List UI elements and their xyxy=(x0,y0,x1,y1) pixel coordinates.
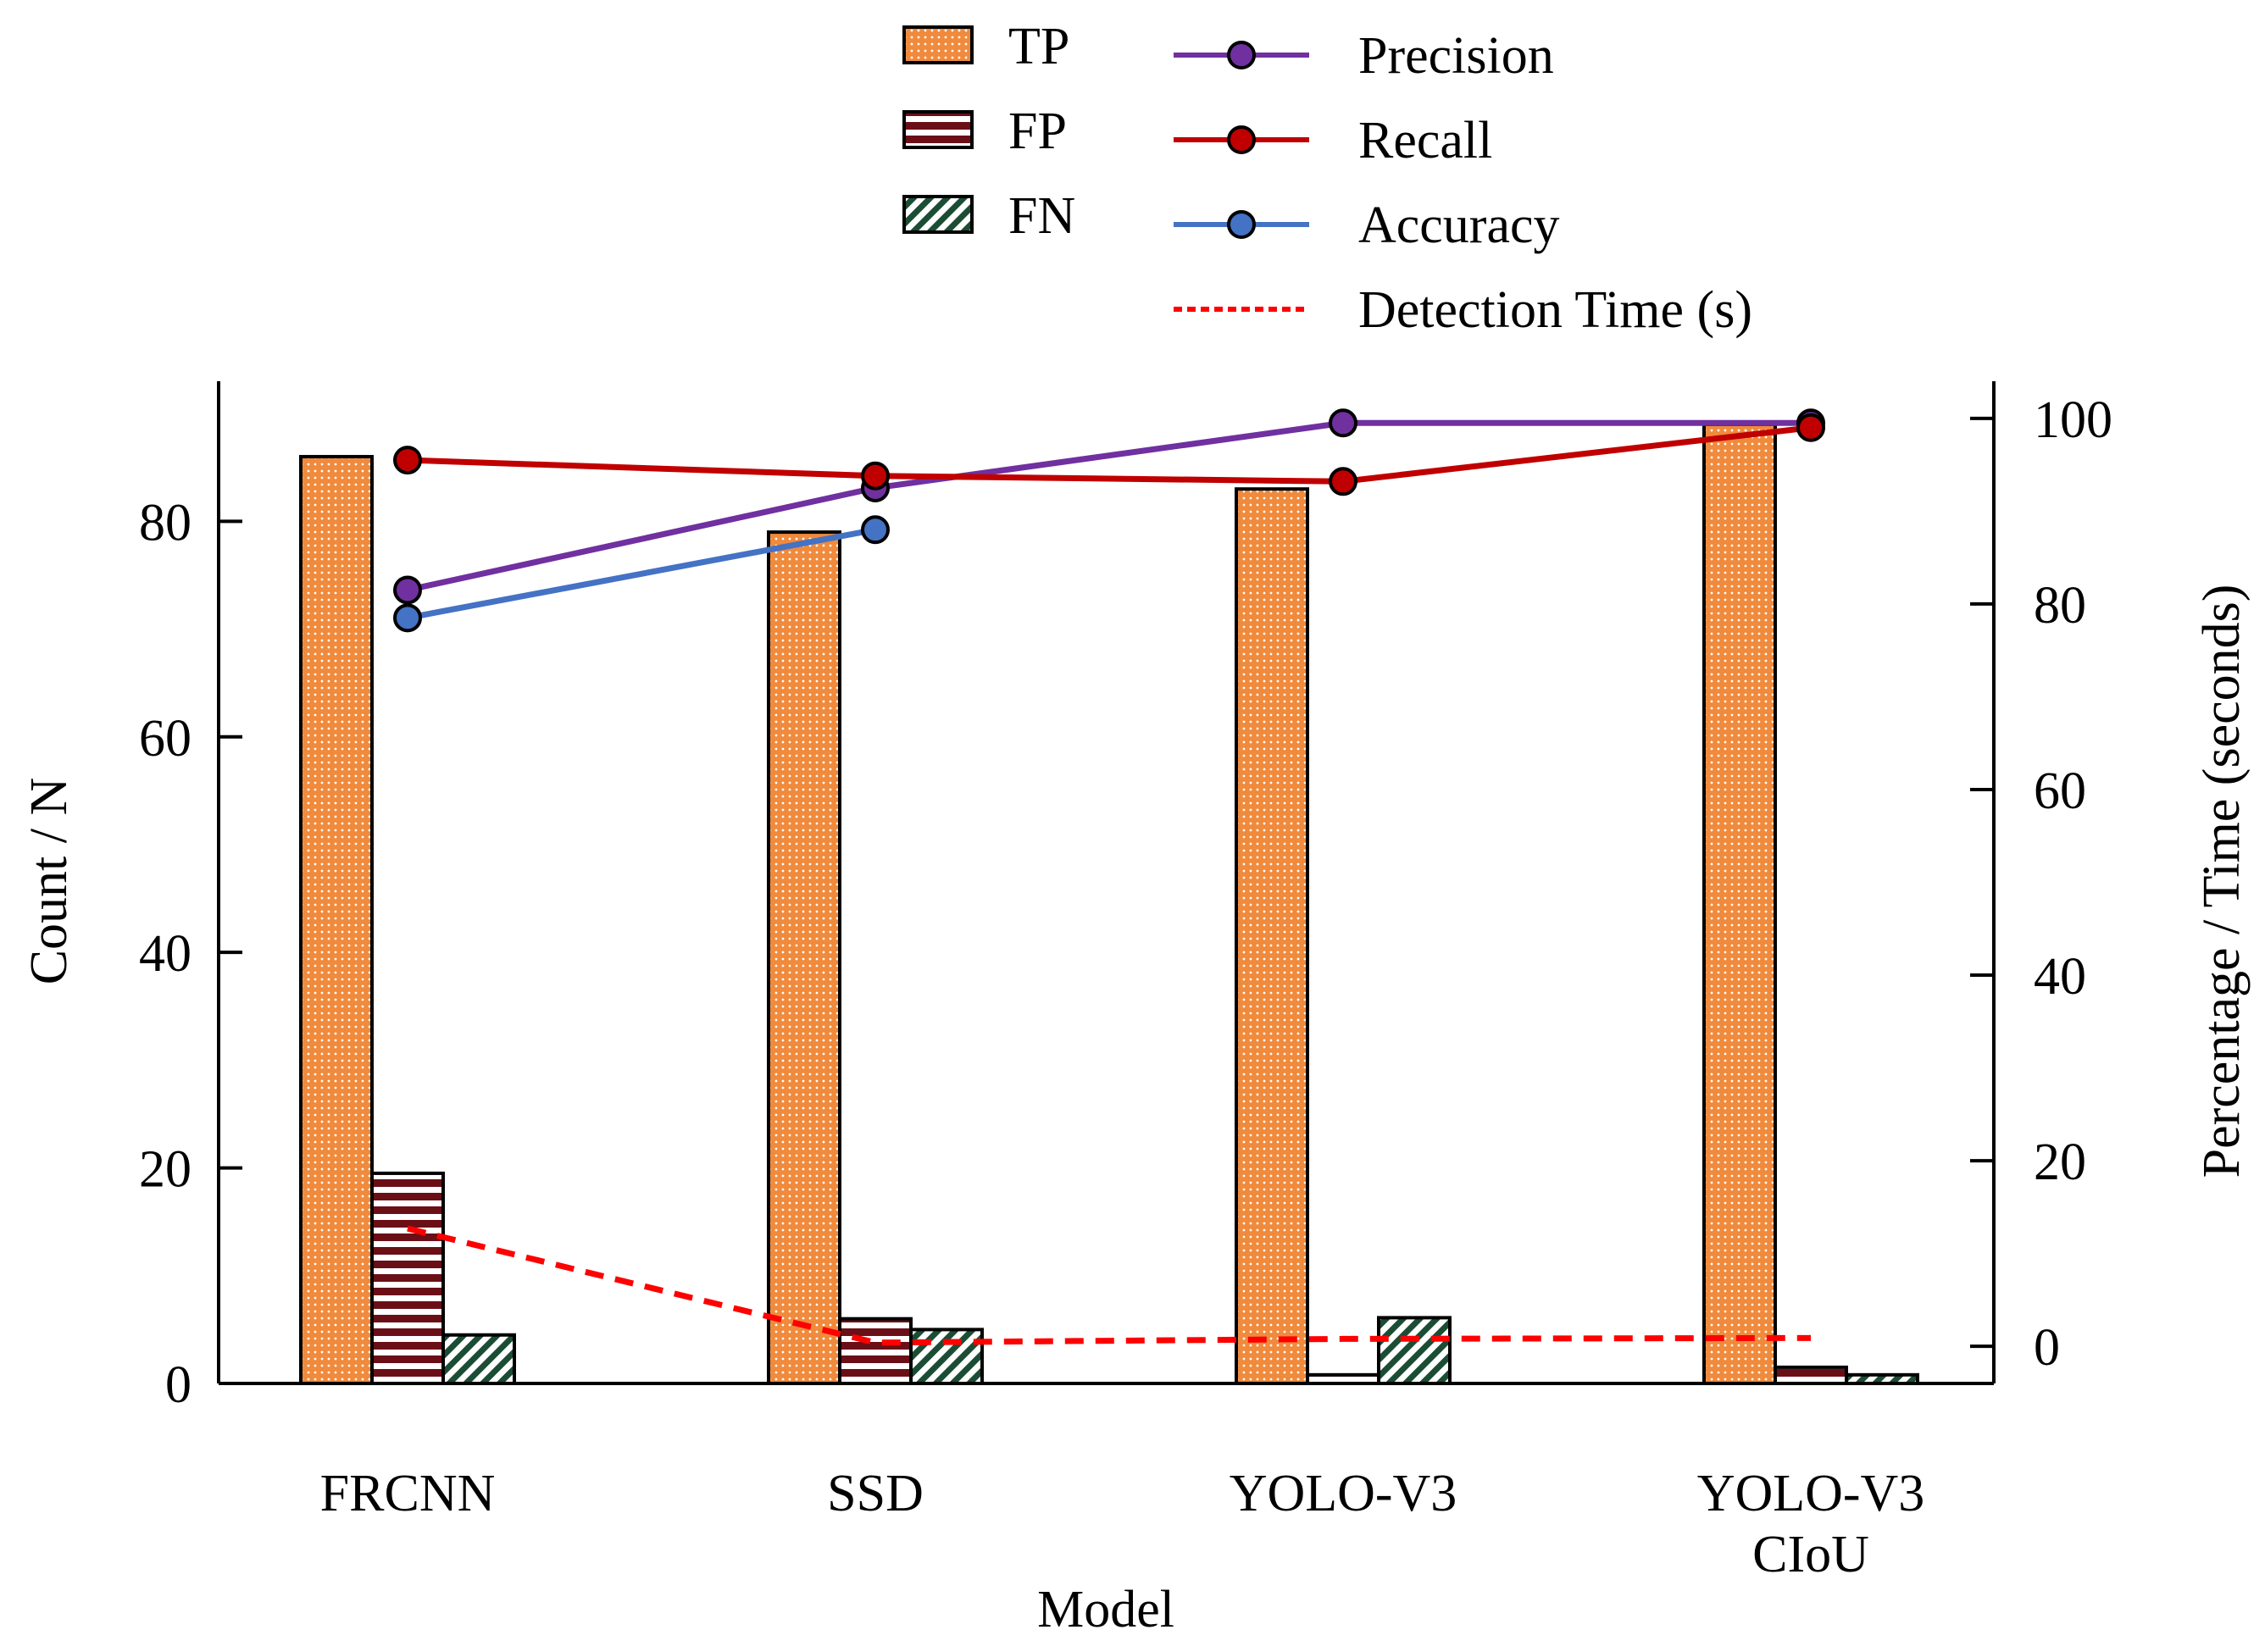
right-axis-ticks: 0 20 40 60 80 100 xyxy=(1970,391,2112,1377)
left-tick-label-20: 20 xyxy=(139,1141,192,1199)
bar-tp-2 xyxy=(1235,487,1309,1385)
precision-point-0 xyxy=(393,575,422,605)
bar-fn-3 xyxy=(1845,1372,1919,1385)
recall-point-3 xyxy=(1796,413,1825,442)
legend-label-fn: FN xyxy=(1008,187,1075,245)
bar-fn-2 xyxy=(1377,1316,1452,1386)
bar-fn-0 xyxy=(441,1333,516,1385)
legend-marker-precision xyxy=(1227,41,1256,69)
recall-point-0 xyxy=(393,446,422,475)
recall-point-2 xyxy=(1329,467,1357,496)
legend-label-precision: Precision xyxy=(1358,27,1554,85)
y2-axis-title: Percentage / Time (seconds) xyxy=(2193,585,2251,1178)
right-tick-label-0: 0 xyxy=(2034,1319,2060,1377)
legend-swatch-tp xyxy=(902,25,974,64)
legend-label-fp: FP xyxy=(1008,103,1067,160)
category-label-1: SSD xyxy=(827,1465,924,1522)
bar-fn-1 xyxy=(909,1328,984,1385)
category-label-2: YOLO-V3 xyxy=(1230,1465,1457,1522)
precision-point-2 xyxy=(1329,408,1357,438)
lines-layer xyxy=(393,408,1825,1346)
right-tick-label-100: 100 xyxy=(2034,391,2112,449)
bar-fp-3 xyxy=(1774,1365,1848,1385)
left-axis-ticks: 0 20 40 60 80 xyxy=(139,494,242,1414)
left-tick-label-60: 60 xyxy=(139,710,192,768)
detection-time-s-line xyxy=(407,1225,1812,1346)
bar-fp-2 xyxy=(1306,1372,1380,1385)
right-tick-label-40: 40 xyxy=(2034,948,2086,1006)
legend-marker-recall xyxy=(1227,125,1256,154)
bars-layer xyxy=(299,422,1919,1386)
recall-line xyxy=(407,424,1812,485)
left-tick-label-40: 40 xyxy=(139,925,192,983)
accuracy-point-1 xyxy=(861,515,890,545)
legend: TP FP FN Precision Recall Accuracy Detection T… xyxy=(902,18,1752,339)
legend-label-accuracy: Accuracy xyxy=(1358,197,1560,254)
right-tick-label-60: 60 xyxy=(2034,762,2086,820)
legend-label-detection-time-s: Detection Time (s) xyxy=(1358,281,1752,339)
legend-swatch-fn xyxy=(902,195,974,234)
bar-fp-0 xyxy=(370,1171,445,1386)
accuracy-point-0 xyxy=(393,603,422,633)
legend-label-recall: Recall xyxy=(1358,112,1492,169)
right-tick-label-20: 20 xyxy=(2034,1134,2086,1191)
legend-swatch-fp xyxy=(902,110,974,149)
left-tick-label-80: 80 xyxy=(139,494,192,552)
left-tick-label-0: 0 xyxy=(165,1356,192,1414)
recall-point-1 xyxy=(861,461,890,491)
precision-line xyxy=(407,419,1811,593)
bar-fp-1 xyxy=(838,1317,913,1385)
category-label-0: FRCNN xyxy=(320,1465,496,1522)
legend-marker-accuracy xyxy=(1227,210,1256,239)
bar-tp-0 xyxy=(299,455,374,1386)
category-label-3-line-0: YOLO-V3 xyxy=(1697,1465,1925,1522)
y-axis-title: Count / N xyxy=(20,778,78,985)
x-axis-title: Model xyxy=(1037,1581,1174,1638)
right-tick-label-80: 80 xyxy=(2034,577,2086,635)
accuracy-line xyxy=(407,526,876,621)
bar-tp-1 xyxy=(767,530,841,1385)
bar-tp-3 xyxy=(1702,422,1777,1385)
legend-label-tp: TP xyxy=(1008,18,1069,75)
category-label-3-line-1: CIoU xyxy=(1752,1526,1869,1583)
